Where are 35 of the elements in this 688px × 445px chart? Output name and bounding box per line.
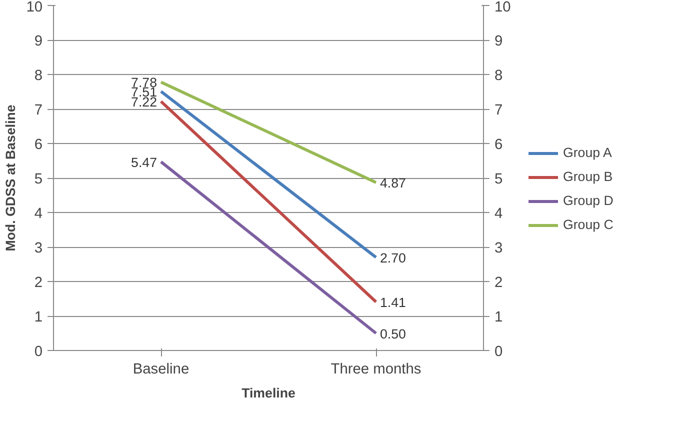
y2-tick-label: 2 bbox=[494, 275, 503, 291]
legend-label: Group B bbox=[563, 169, 613, 184]
legend-label: Group A bbox=[563, 145, 612, 160]
x-axis-title: Timeline bbox=[242, 386, 296, 400]
y-tick-label: 6 bbox=[34, 137, 43, 153]
y2-tick-label: 5 bbox=[494, 172, 503, 188]
y2-tick-label: 9 bbox=[494, 34, 503, 50]
data-label: 2.70 bbox=[380, 250, 406, 266]
y-tick-label: 10 bbox=[26, 0, 43, 16]
y2-tick-label: 7 bbox=[494, 102, 503, 118]
legend-label: Group D bbox=[563, 193, 614, 208]
data-label: 1.41 bbox=[380, 294, 406, 310]
y-tick-label: 8 bbox=[34, 68, 43, 84]
y-tick-label: 4 bbox=[34, 206, 43, 222]
y-tick-label: 1 bbox=[34, 310, 43, 326]
y2-tick-label: 3 bbox=[494, 240, 503, 256]
legend-label: Group C bbox=[563, 217, 614, 232]
y-tick-label: 7 bbox=[34, 102, 43, 118]
y-axis-title: Mod. GDSS at Baseline bbox=[3, 104, 18, 252]
data-label: 5.47 bbox=[131, 154, 158, 170]
y2-tick-label: 10 bbox=[494, 0, 511, 16]
y-tick-label: 9 bbox=[34, 34, 43, 50]
data-label: 4.87 bbox=[380, 175, 406, 190]
y2-tick-label: 8 bbox=[494, 68, 503, 84]
y-tick-label: 0 bbox=[34, 344, 43, 360]
x-tick-label: Baseline bbox=[132, 362, 190, 378]
y2-tick-label: 6 bbox=[494, 137, 503, 153]
y2-tick-label: 0 bbox=[494, 344, 503, 360]
y2-tick-label: 4 bbox=[494, 206, 503, 222]
y-tick-label: 3 bbox=[34, 240, 43, 256]
data-label: 0.50 bbox=[380, 326, 406, 342]
y-tick-label: 5 bbox=[34, 172, 43, 188]
x-tick-label: Three months bbox=[330, 362, 422, 378]
y-tick-label: 2 bbox=[34, 275, 43, 291]
y2-tick-label: 1 bbox=[494, 310, 503, 326]
